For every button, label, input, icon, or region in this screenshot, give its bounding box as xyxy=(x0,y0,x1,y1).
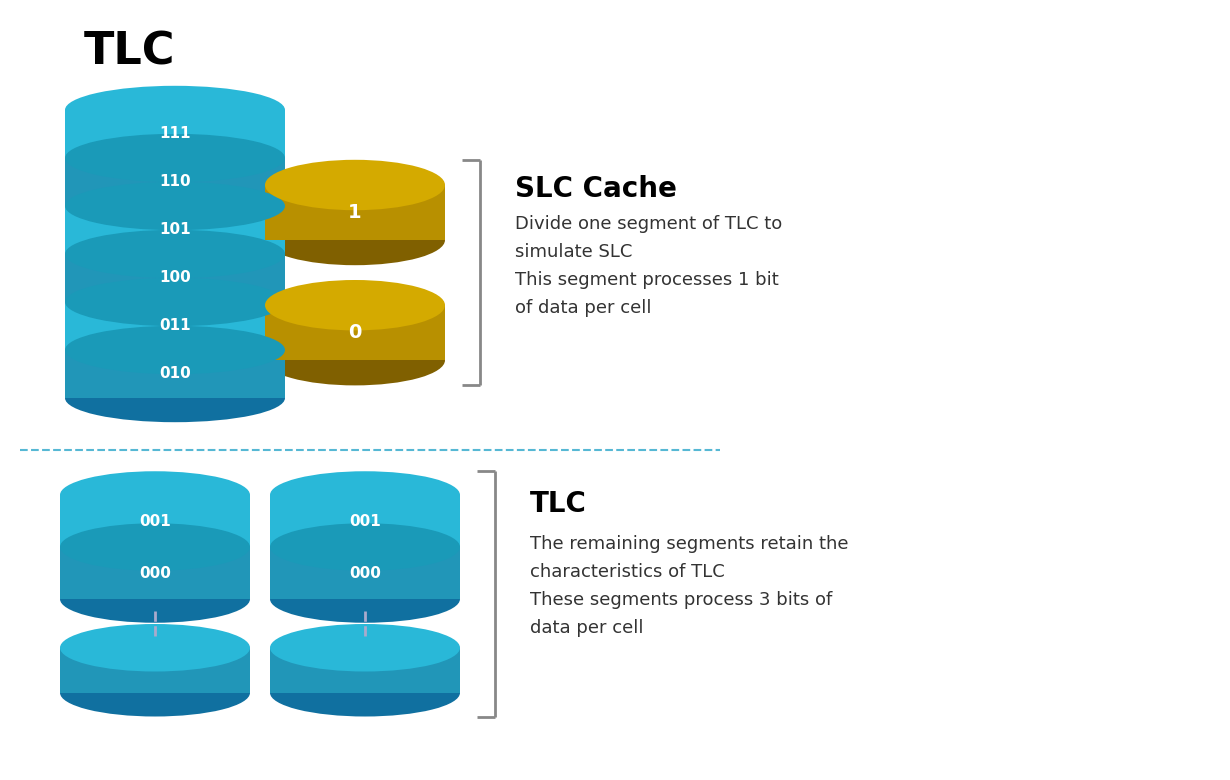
Text: 0: 0 xyxy=(348,323,362,342)
Polygon shape xyxy=(264,305,445,360)
Text: characteristics of TLC: characteristics of TLC xyxy=(530,563,724,581)
Text: 001: 001 xyxy=(349,513,381,529)
Text: 101: 101 xyxy=(159,222,191,237)
Ellipse shape xyxy=(271,669,460,717)
Text: These segments process 3 bits of: These segments process 3 bits of xyxy=(530,591,833,609)
Ellipse shape xyxy=(264,335,445,385)
Ellipse shape xyxy=(65,374,285,422)
Ellipse shape xyxy=(65,230,285,278)
Ellipse shape xyxy=(60,523,250,571)
Polygon shape xyxy=(65,110,285,158)
Polygon shape xyxy=(65,254,285,302)
Polygon shape xyxy=(65,206,285,254)
Ellipse shape xyxy=(271,576,460,622)
Ellipse shape xyxy=(271,624,460,672)
Polygon shape xyxy=(60,495,250,547)
Ellipse shape xyxy=(60,471,250,519)
Text: 010: 010 xyxy=(159,367,191,381)
Ellipse shape xyxy=(264,280,445,331)
Ellipse shape xyxy=(60,624,250,672)
Ellipse shape xyxy=(65,134,285,183)
Ellipse shape xyxy=(65,86,285,134)
Text: SLC Cache: SLC Cache xyxy=(515,175,677,203)
Polygon shape xyxy=(65,302,285,350)
Text: 000: 000 xyxy=(349,566,381,580)
Text: Divide one segment of TLC to: Divide one segment of TLC to xyxy=(515,215,782,233)
Ellipse shape xyxy=(65,326,285,374)
Text: 011: 011 xyxy=(159,318,191,334)
Text: The remaining segments retain the: The remaining segments retain the xyxy=(530,535,849,553)
Text: 100: 100 xyxy=(159,271,191,285)
Text: data per cell: data per cell xyxy=(530,619,643,637)
Ellipse shape xyxy=(264,215,445,265)
Text: 1: 1 xyxy=(348,203,362,222)
Polygon shape xyxy=(60,647,250,693)
Ellipse shape xyxy=(271,523,460,571)
Text: TLC: TLC xyxy=(530,490,587,518)
Text: This segment processes 1 bit: This segment processes 1 bit xyxy=(515,271,779,289)
Polygon shape xyxy=(271,495,460,547)
Text: TLC: TLC xyxy=(84,30,176,73)
Ellipse shape xyxy=(65,182,285,230)
Polygon shape xyxy=(65,158,285,206)
Ellipse shape xyxy=(264,160,445,210)
Text: 110: 110 xyxy=(159,175,191,190)
Ellipse shape xyxy=(60,669,250,717)
Ellipse shape xyxy=(271,471,460,519)
Polygon shape xyxy=(271,647,460,693)
Polygon shape xyxy=(60,547,250,599)
Polygon shape xyxy=(271,547,460,599)
Text: 000: 000 xyxy=(139,566,171,580)
Text: simulate SLC: simulate SLC xyxy=(515,243,632,261)
Text: 001: 001 xyxy=(139,513,171,529)
Text: of data per cell: of data per cell xyxy=(515,299,652,317)
Text: 111: 111 xyxy=(159,126,191,141)
Ellipse shape xyxy=(60,576,250,622)
Polygon shape xyxy=(264,185,445,240)
Polygon shape xyxy=(65,350,285,398)
Ellipse shape xyxy=(65,278,285,326)
